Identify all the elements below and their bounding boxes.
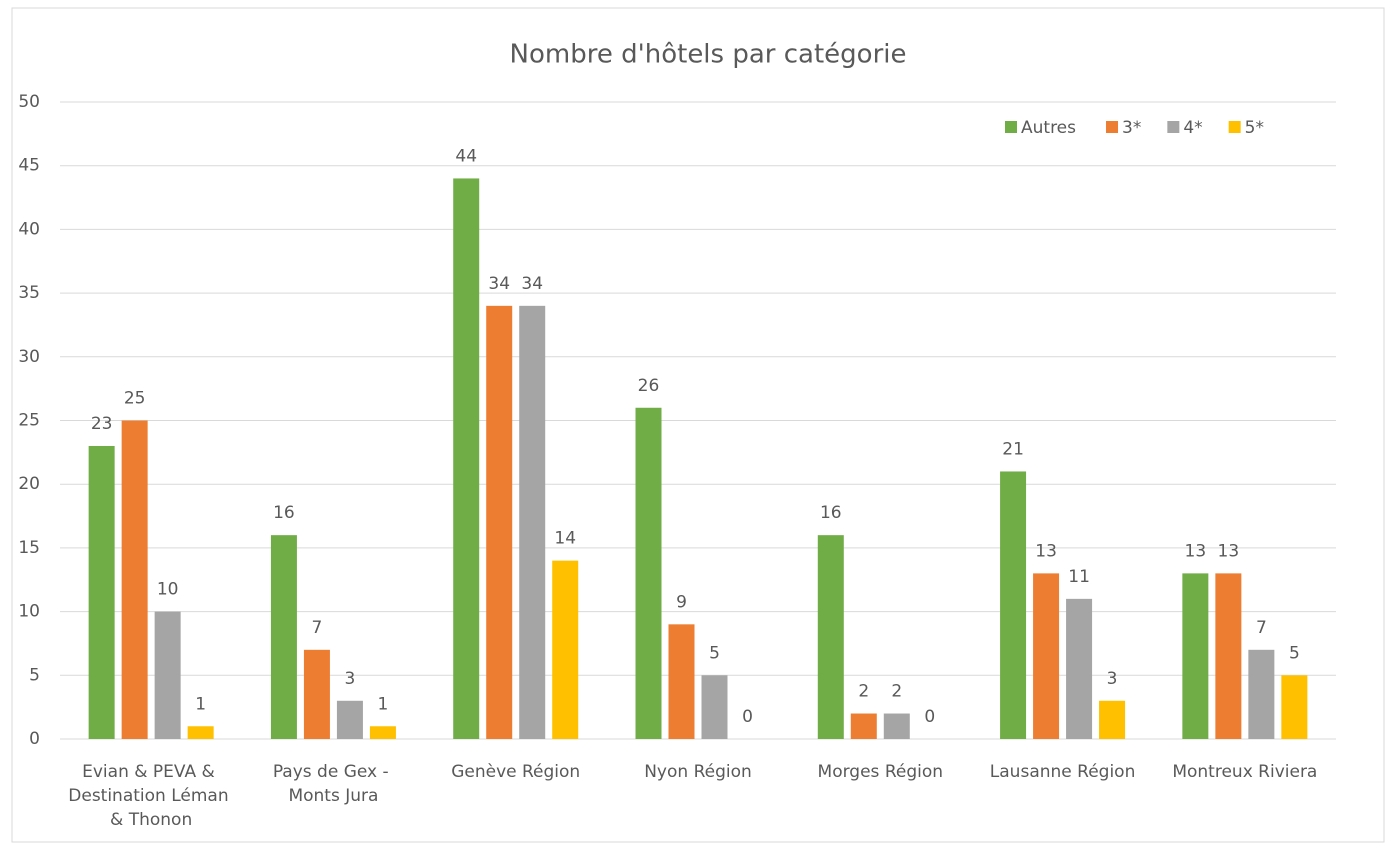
data-label: 0 <box>742 707 753 727</box>
x-tick-label-line: Montreux Riviera <box>1172 762 1317 782</box>
x-tick-label: Lausanne Région <box>990 762 1136 782</box>
legend-label: 3* <box>1122 118 1141 138</box>
bar <box>486 305 513 739</box>
data-label: 5 <box>1289 643 1300 663</box>
x-tick-label-line: Pays de Gex - <box>273 762 394 782</box>
data-label: 2 <box>858 682 869 702</box>
x-tick-label-line: Evian & PEVA & <box>82 762 220 782</box>
y-tick-label: 50 <box>18 92 40 112</box>
y-tick-label: 35 <box>18 283 40 303</box>
data-label: 9 <box>676 592 687 612</box>
bar <box>270 535 297 739</box>
bar <box>336 700 363 739</box>
bar <box>1033 573 1060 739</box>
data-label: 5 <box>709 643 720 663</box>
bar <box>668 624 695 739</box>
y-tick-label: 15 <box>18 538 40 558</box>
y-tick-label: 25 <box>18 411 40 431</box>
x-tick-label: Nyon Région <box>644 762 752 782</box>
legend-label: 4* <box>1183 118 1202 138</box>
data-label: 25 <box>124 389 146 409</box>
y-tick-label: 5 <box>29 665 40 685</box>
y-tick-label: 45 <box>18 156 40 176</box>
y-tick-label: 10 <box>18 602 40 622</box>
data-label: 16 <box>273 503 295 523</box>
data-label: 16 <box>820 503 842 523</box>
x-tick-label: Genève Région <box>451 762 580 782</box>
data-label: 21 <box>1002 439 1024 459</box>
bar <box>519 305 546 739</box>
bar <box>1215 573 1242 739</box>
legend-swatch <box>1005 121 1017 133</box>
data-label: 3 <box>345 669 356 689</box>
data-label: 34 <box>521 274 543 294</box>
data-label: 0 <box>924 707 935 727</box>
data-label: 34 <box>488 274 510 294</box>
x-tick-label: Evian & PEVA & Destination Léman & Thono… <box>68 762 234 830</box>
y-tick-label: 40 <box>18 219 40 239</box>
bar <box>635 407 662 739</box>
bar <box>1182 573 1209 739</box>
x-tick-label: Montreux Riviera <box>1172 762 1317 782</box>
bar <box>1000 471 1027 739</box>
data-label: 10 <box>157 580 179 600</box>
chart-title: Nombre d'hôtels par catégorie <box>510 40 907 70</box>
bar <box>552 560 579 739</box>
data-label: 2 <box>891 682 902 702</box>
x-tick-label-line: Destination Léman <box>68 786 234 806</box>
data-label: 1 <box>195 694 206 714</box>
legend-swatch <box>1106 121 1119 133</box>
legend-label: Autres <box>1021 118 1076 138</box>
data-label: 14 <box>554 529 576 549</box>
bar <box>187 726 214 739</box>
bar <box>1066 598 1093 739</box>
bar <box>369 726 396 739</box>
data-label: 13 <box>1185 541 1207 561</box>
x-tick-label-line: Monts Jura <box>288 786 378 806</box>
x-tick-label-line: Nyon Région <box>644 762 752 782</box>
chart-frame <box>11 7 1385 843</box>
bar <box>154 611 181 739</box>
data-label: 13 <box>1035 541 1057 561</box>
x-tick-label: Pays de Gex - Monts Jura <box>273 762 394 806</box>
data-label: 7 <box>1256 618 1267 638</box>
bar <box>817 535 844 739</box>
data-label: 1 <box>378 694 389 714</box>
y-tick-label: 30 <box>18 347 40 367</box>
bar <box>1099 700 1126 739</box>
legend-swatch <box>1167 121 1180 133</box>
bar <box>121 420 148 739</box>
x-tick-label: Morges Région <box>818 762 943 782</box>
bar <box>701 675 728 739</box>
data-label: 23 <box>91 414 113 434</box>
bar <box>850 713 877 739</box>
data-label: 44 <box>455 146 477 166</box>
x-tick-label-line: Genève Région <box>451 762 580 782</box>
bar <box>1248 649 1275 739</box>
bar <box>303 649 330 739</box>
x-tick-label-line: & Thonon <box>110 810 192 830</box>
bar <box>88 445 115 739</box>
data-label: 11 <box>1068 567 1090 587</box>
bar <box>1281 675 1308 739</box>
bar <box>883 713 910 739</box>
legend-swatch <box>1228 121 1241 133</box>
y-tick-label: 0 <box>29 729 40 749</box>
legend-label: 5* <box>1245 118 1264 138</box>
x-tick-label-line: Lausanne Région <box>990 762 1136 782</box>
x-tick-label-line: Morges Région <box>818 762 943 782</box>
y-tick-label: 20 <box>18 474 40 494</box>
data-label: 3 <box>1107 669 1118 689</box>
data-label: 13 <box>1218 541 1240 561</box>
data-label: 26 <box>638 376 660 396</box>
data-label: 7 <box>312 618 323 638</box>
bar <box>453 178 480 739</box>
